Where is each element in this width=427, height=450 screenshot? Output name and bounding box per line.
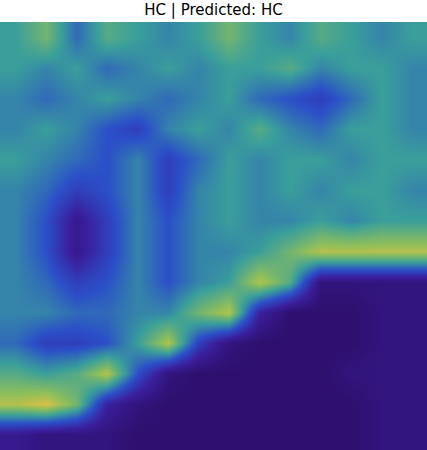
svg-text:HC | Predicted: HC: HC | Predicted: HC bbox=[144, 1, 282, 19]
